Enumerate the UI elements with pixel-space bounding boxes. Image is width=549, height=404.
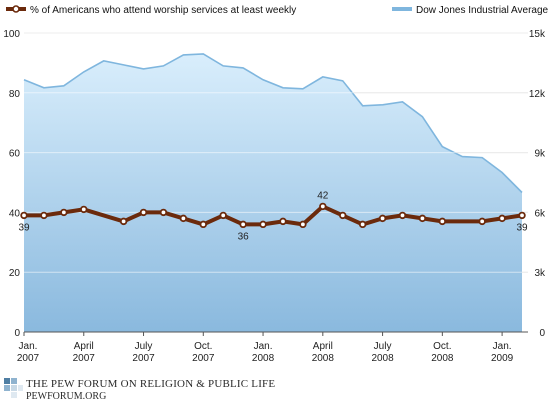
worship-point [259,220,267,229]
x-tick-label: 2007 [192,353,215,364]
x-tick-label: 2007 [73,353,96,364]
worship-point [60,208,68,217]
right-axis: 0 3k 6k 9k 12k 15k [529,29,546,339]
worship-point [518,211,526,220]
worship-data-label: 42 [317,190,329,201]
worship-point [80,205,88,214]
gridlines-overlay [24,32,528,273]
dow-area [24,53,522,333]
x-tick-label: 2008 [312,353,335,364]
x-tick-label: 2007 [132,353,155,364]
worship-point [119,217,128,226]
left-tick-label: 40 [9,208,21,219]
x-tick-label: 2008 [371,353,394,364]
x-tick-label: Jan. [254,341,273,352]
right-tick-label: 0 [539,328,545,339]
x-tick-label: Jan. [493,341,512,352]
worship-point [199,220,207,229]
x-tick-label: April [313,341,333,352]
legend-item-dow: Dow Jones Industrial Average [392,5,549,16]
worship-point [40,211,48,220]
worship-data-label: 39 [516,222,528,233]
worship-point [139,208,148,217]
plot-area: 39 36 42 39 [18,32,528,333]
worship-point [478,217,486,226]
worship-point [239,220,247,229]
worship-data-label: 39 [18,222,30,233]
worship-point [418,214,427,223]
pew-logo-icon [4,378,23,398]
data-labels: 39 36 42 39 [18,190,528,242]
legend: % of Americans who attend worship servic… [6,5,549,16]
right-tick-label: 3k [534,268,546,279]
worship-point [339,211,347,220]
left-axis: 0 20 40 60 80 100 [3,29,20,339]
worship-point [498,214,506,223]
worship-point [179,214,188,223]
right-tick-label: 9k [534,149,546,160]
x-tick-label: April [74,341,94,352]
worship-points [20,202,526,229]
left-tick-label: 100 [3,29,20,40]
x-tick-label: 2009 [491,353,514,364]
legend-worship-marker [12,5,20,13]
worship-point [159,208,168,217]
right-tick-label: 15k [529,29,546,40]
legend-item-worship: % of Americans who attend worship servic… [6,5,296,16]
worship-point [319,202,327,211]
x-tick-label: Oct. [194,341,212,352]
x-tick-label: Oct. [433,341,451,352]
right-tick-label: 12k [529,89,546,100]
worship-data-label: 36 [238,231,250,242]
worship-point [398,211,407,220]
dow-line [23,53,523,194]
left-tick-label: 20 [9,268,21,279]
worship-point [358,220,367,229]
footer: THE PEW FORUM ON RELIGION & PUBLIC LIFE … [4,378,275,402]
worship-point [378,214,387,223]
x-tick-label: July [374,341,392,352]
legend-dow-label: Dow Jones Industrial Average [416,5,549,16]
worship-point [279,217,287,226]
legend-worship-label: % of Americans who attend worship servic… [30,5,296,16]
worship-point [20,211,28,220]
left-tick-label: 80 [9,89,21,100]
worship-point [299,220,307,229]
left-tick-label: 60 [9,149,21,160]
footer-url: PEWFORUM.ORG [26,391,106,402]
right-tick-label: 6k [534,208,546,219]
x-tick-label: Jan. [19,341,38,352]
worship-point [219,211,227,220]
left-tick-label: 0 [14,328,20,339]
x-axis: Jan.2007April2007July2007Oct.2007Jan.200… [17,332,514,364]
x-tick-label: July [135,341,153,352]
footer-org-name: THE PEW FORUM ON RELIGION & PUBLIC LIFE [26,378,275,390]
x-tick-label: 2008 [252,353,275,364]
x-tick-label: 2007 [17,353,40,364]
worship-point [438,217,447,226]
x-tick-label: 2008 [431,353,454,364]
